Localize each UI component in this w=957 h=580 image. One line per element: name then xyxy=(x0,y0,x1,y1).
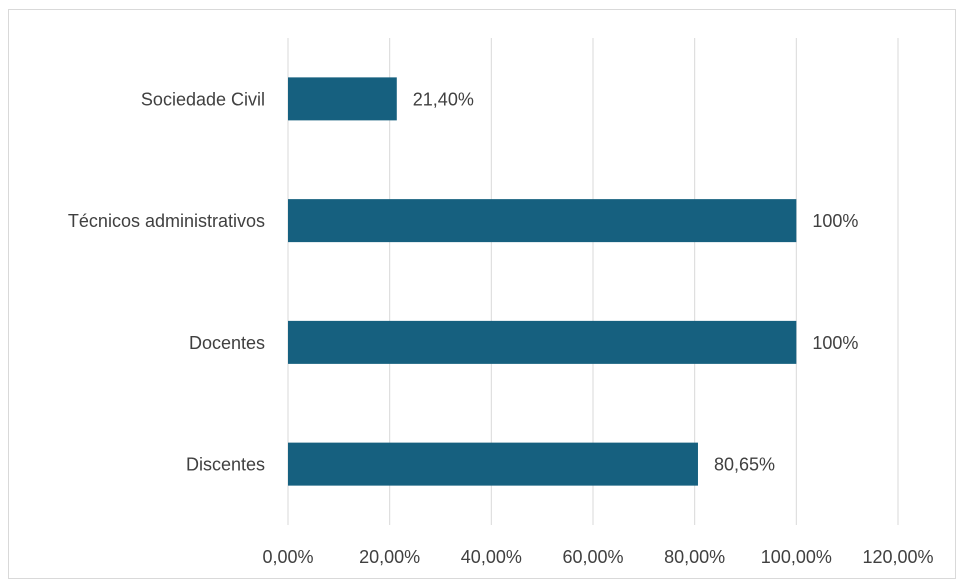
bar xyxy=(288,320,797,364)
data-label: 21,40% xyxy=(413,89,474,109)
x-tick-label: 100,00% xyxy=(761,547,832,567)
data-label: 80,65% xyxy=(714,455,775,475)
bar xyxy=(288,77,397,121)
category-label: Docentes xyxy=(189,333,265,353)
x-axis-tick-labels: 0,00% 20,00% 40,00% 60,00% 80,00% 100,00% 120,… xyxy=(262,547,933,567)
category-label: Sociedade Civil xyxy=(141,89,265,109)
bar xyxy=(288,199,797,243)
x-tick-label: 60,00% xyxy=(562,547,623,567)
x-tick-label: 80,00% xyxy=(664,547,725,567)
category-label: Discentes xyxy=(186,455,265,475)
data-label: 100% xyxy=(812,333,858,353)
category-label: Técnicos administrativos xyxy=(68,211,265,231)
category-labels: Sociedade Civil Técnicos administrativos D… xyxy=(68,89,265,474)
data-label: 100% xyxy=(812,211,858,231)
data-labels: 21,40% 100% 100% 80,65% xyxy=(413,89,859,474)
x-tick-label: 20,00% xyxy=(359,547,420,567)
bars xyxy=(288,77,797,486)
x-tick-label: 0,00% xyxy=(262,547,313,567)
bar xyxy=(288,442,698,486)
x-tick-label: 120,00% xyxy=(862,547,933,567)
x-tick-label: 40,00% xyxy=(461,547,522,567)
